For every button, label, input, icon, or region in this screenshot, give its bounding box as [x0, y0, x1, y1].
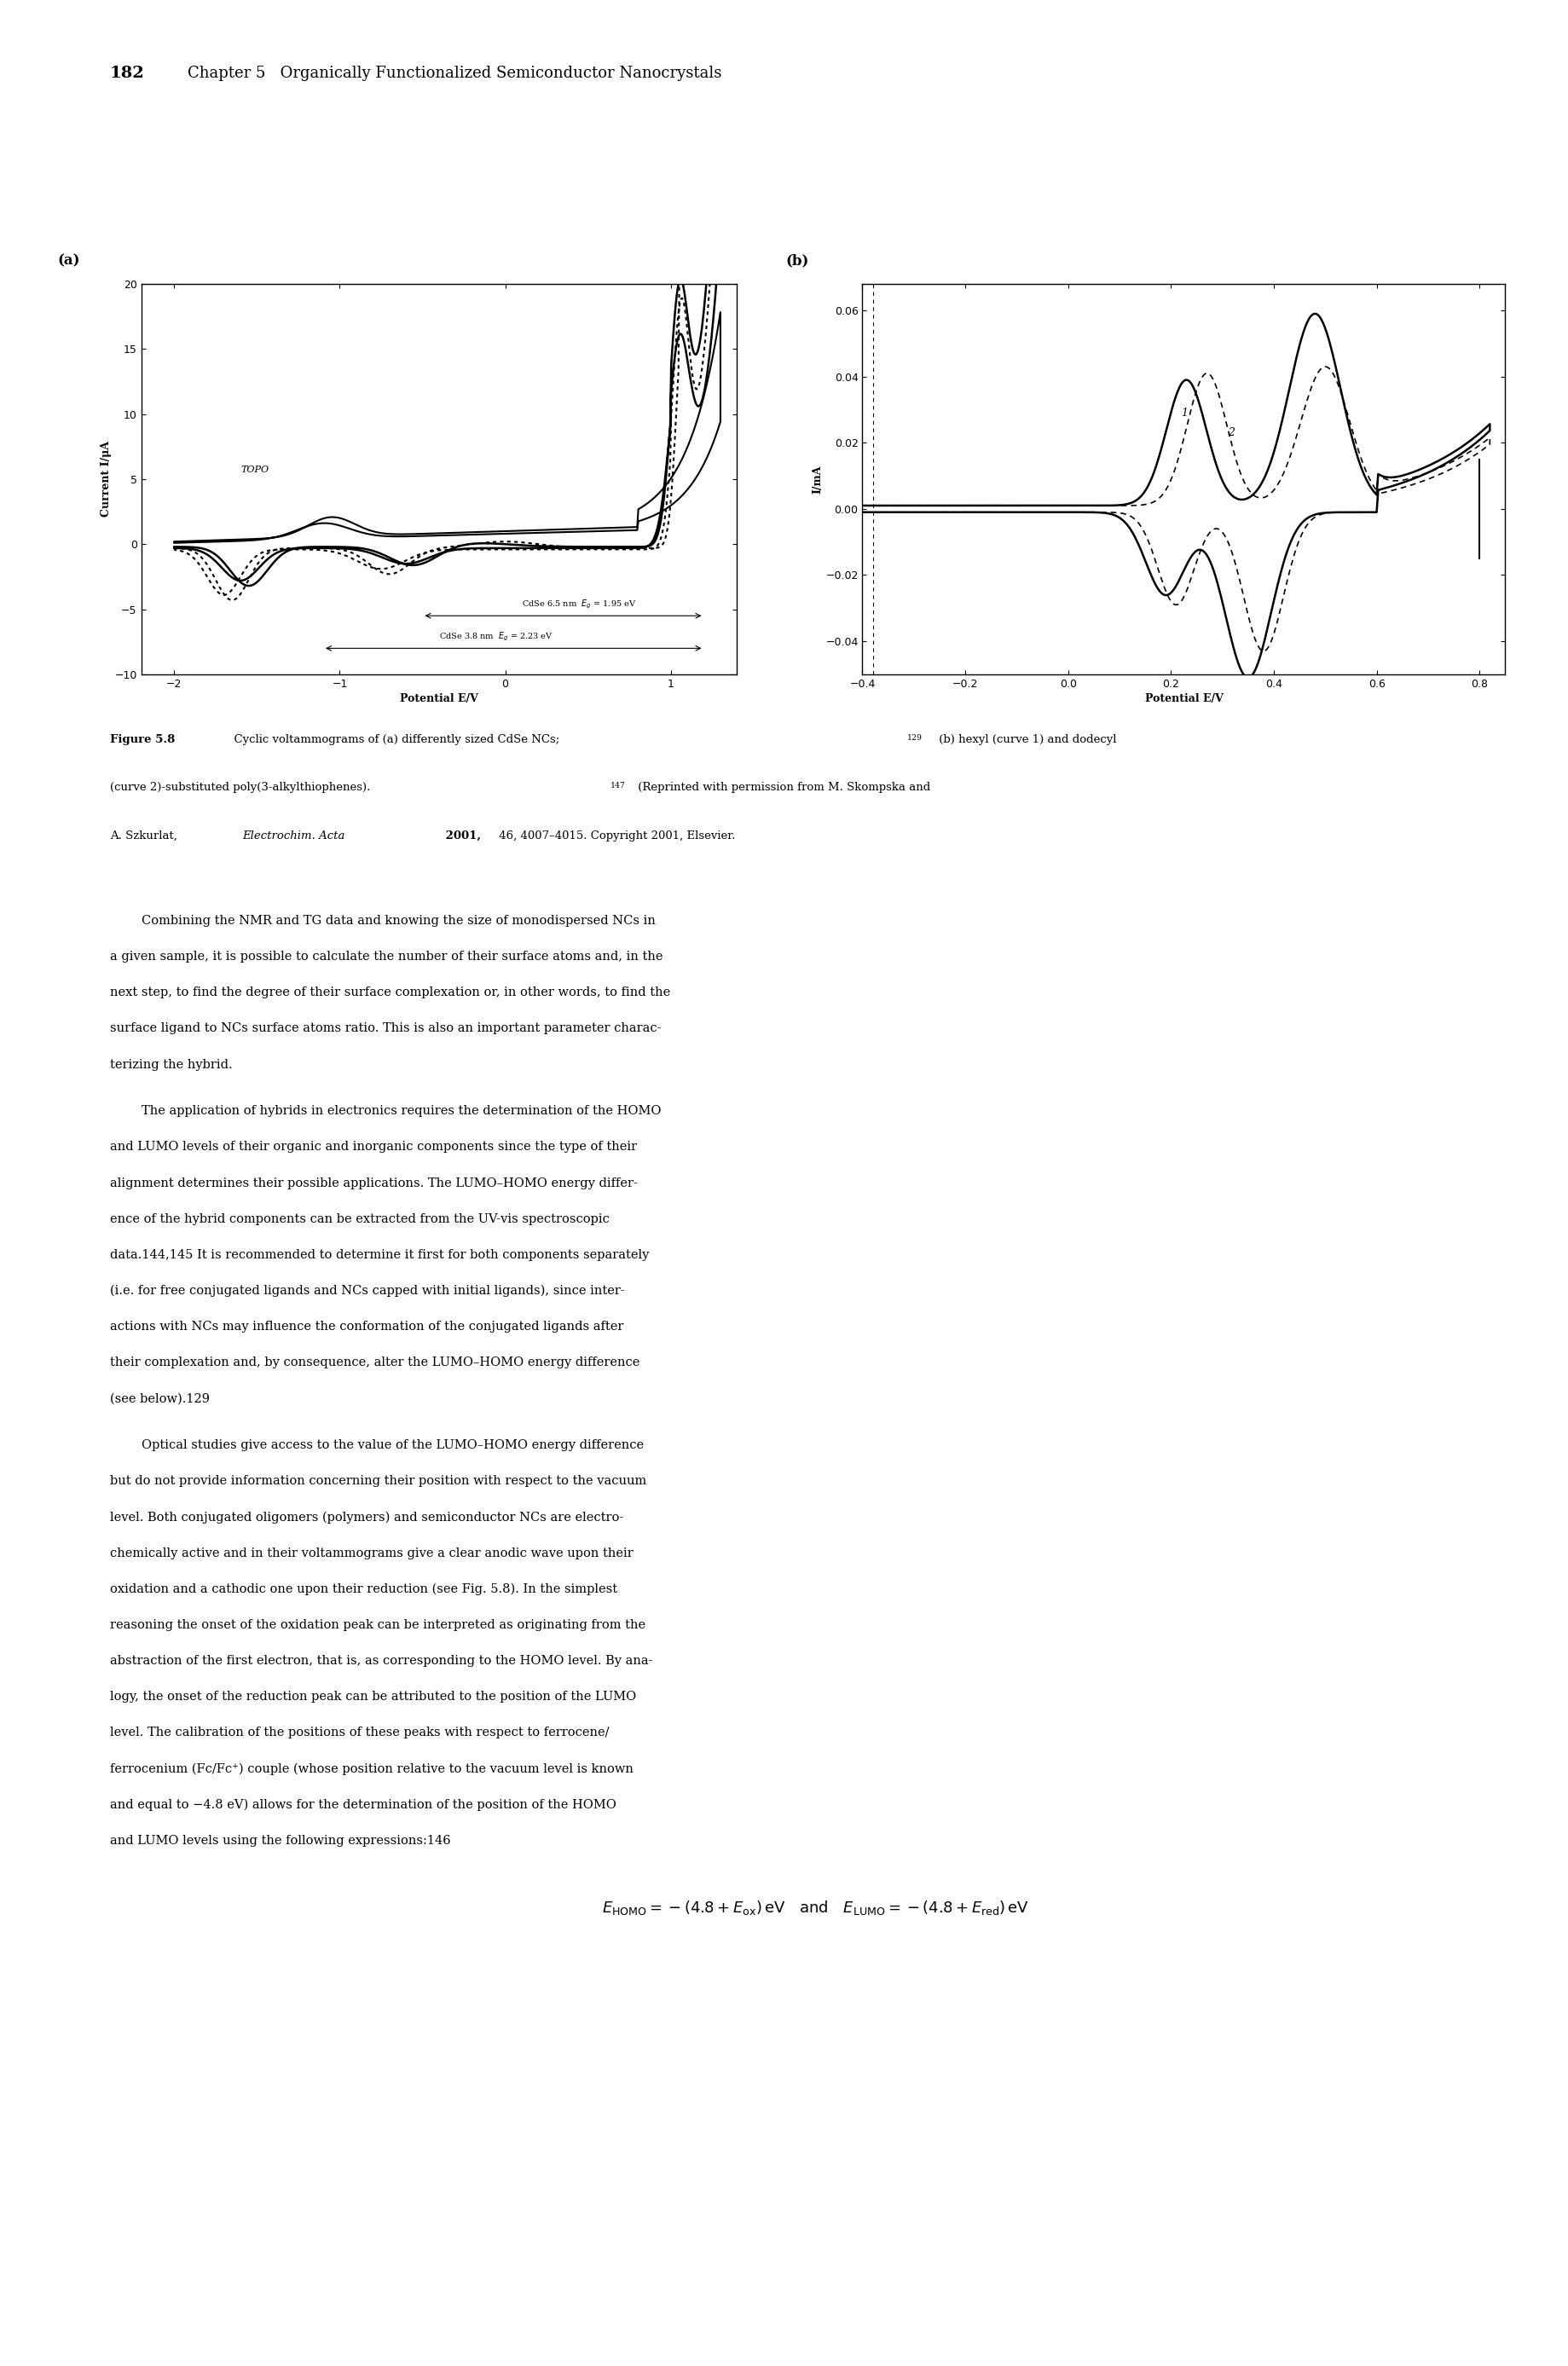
Text: chemically active and in their voltammograms give a clear anodic wave upon their: chemically active and in their voltammog… [110, 1547, 633, 1559]
Text: CdSe 6.5 nm  $E_g$ = 1.95 eV: CdSe 6.5 nm $E_g$ = 1.95 eV [522, 599, 637, 610]
X-axis label: Potential E/V: Potential E/V [1145, 693, 1223, 705]
Text: and LUMO levels of their organic and inorganic components since the type of thei: and LUMO levels of their organic and ino… [110, 1140, 637, 1152]
Text: Figure 5.8: Figure 5.8 [110, 733, 174, 745]
Text: a given sample, it is possible to calculate the number of their surface atoms an: a given sample, it is possible to calcul… [110, 951, 663, 963]
X-axis label: Potential E/V: Potential E/V [400, 693, 478, 705]
Text: Electrochim. Acta: Electrochim. Acta [243, 830, 345, 842]
Text: (i.e. for free conjugated ligands and NCs capped with initial ligands), since in: (i.e. for free conjugated ligands and NC… [110, 1285, 624, 1297]
Text: ence of the hybrid components can be extracted from the UV-vis spectroscopic: ence of the hybrid components can be ext… [110, 1214, 610, 1226]
Text: alignment determines their possible applications. The LUMO–HOMO energy differ-: alignment determines their possible appl… [110, 1176, 638, 1190]
Text: 1: 1 [1181, 407, 1189, 419]
Text: actions with NCs may influence the conformation of the conjugated ligands after: actions with NCs may influence the confo… [110, 1320, 624, 1332]
Text: 2001,: 2001, [442, 830, 481, 842]
Text: surface ligand to NCs surface atoms ratio. This is also an important parameter c: surface ligand to NCs surface atoms rati… [110, 1022, 662, 1034]
Text: level. Both conjugated oligomers (polymers) and semiconductor NCs are electro-: level. Both conjugated oligomers (polyme… [110, 1512, 622, 1524]
Text: Chapter 5   Organically Functionalized Semiconductor Nanocrystals: Chapter 5 Organically Functionalized Sem… [188, 66, 721, 80]
Text: 2: 2 [1228, 428, 1234, 438]
Text: terizing the hybrid.: terizing the hybrid. [110, 1058, 232, 1069]
Text: (a): (a) [58, 253, 80, 267]
Text: reasoning the onset of the oxidation peak can be interpreted as originating from: reasoning the onset of the oxidation pea… [110, 1618, 646, 1630]
Text: CdSe 3.8 nm  $E_g$ = 2.23 eV: CdSe 3.8 nm $E_g$ = 2.23 eV [439, 632, 554, 644]
Text: ferrocenium (Fc/Fc⁺) couple (whose position relative to the vacuum level is know: ferrocenium (Fc/Fc⁺) couple (whose posit… [110, 1763, 633, 1774]
Text: TOPO: TOPO [240, 466, 268, 473]
Text: (curve 2)-substituted poly(3-alkylthiophenes).: (curve 2)-substituted poly(3-alkylthioph… [110, 783, 370, 793]
Text: $E_{\rm HOMO} = -(4.8 + E_{\rm ox})\,{\rm eV}$$\quad {\rm and} \quad$$E_{\rm LUM: $E_{\rm HOMO} = -(4.8 + E_{\rm ox})\,{\r… [602, 1900, 1029, 1916]
Text: (b): (b) [786, 253, 809, 267]
Text: level. The calibration of the positions of these peaks with respect to ferrocene: level. The calibration of the positions … [110, 1727, 608, 1739]
Text: and LUMO levels using the following expressions:146: and LUMO levels using the following expr… [110, 1834, 450, 1845]
Text: their complexation and, by consequence, alter the LUMO–HOMO energy difference: their complexation and, by consequence, … [110, 1356, 640, 1368]
Text: abstraction of the first electron, that is, as corresponding to the HOMO level. : abstraction of the first electron, that … [110, 1654, 652, 1666]
Text: (b) hexyl (curve 1) and dodecyl: (b) hexyl (curve 1) and dodecyl [935, 733, 1116, 745]
Text: 147: 147 [610, 783, 626, 790]
Y-axis label: I/mA: I/mA [812, 464, 823, 494]
Text: logy, the onset of the reduction peak can be attributed to the position of the L: logy, the onset of the reduction peak ca… [110, 1692, 637, 1704]
Y-axis label: Current I/μA: Current I/μA [100, 440, 113, 518]
Text: but do not provide information concerning their position with respect to the vac: but do not provide information concernin… [110, 1476, 646, 1488]
Text: data.144,145 It is recommended to determine it first for both components separat: data.144,145 It is recommended to determ… [110, 1249, 649, 1261]
Text: (see below).129: (see below).129 [110, 1394, 210, 1405]
Text: 182: 182 [110, 66, 144, 80]
Text: next step, to find the degree of their surface complexation or, in other words, : next step, to find the degree of their s… [110, 987, 670, 998]
Text: and equal to −4.8 eV) allows for the determination of the position of the HOMO: and equal to −4.8 eV) allows for the det… [110, 1798, 616, 1810]
Text: Combining the NMR and TG data and knowing the size of monodispersed NCs in: Combining the NMR and TG data and knowin… [110, 916, 655, 927]
Text: 46, 4007–4015. Copyright 2001, Elsevier.: 46, 4007–4015. Copyright 2001, Elsevier. [495, 830, 735, 842]
Text: oxidation and a cathodic one upon their reduction (see Fig. 5.8). In the simples: oxidation and a cathodic one upon their … [110, 1583, 618, 1595]
Text: Optical studies give access to the value of the LUMO–HOMO energy difference: Optical studies give access to the value… [110, 1439, 643, 1450]
Text: A. Szkurlat,: A. Szkurlat, [110, 830, 180, 842]
Text: 129: 129 [906, 733, 922, 741]
Text: Cyclic voltammograms of (a) differently sized CdSe NCs;: Cyclic voltammograms of (a) differently … [227, 733, 560, 745]
Text: The application of hybrids in electronics requires the determination of the HOMO: The application of hybrids in electronic… [110, 1105, 662, 1117]
Text: (Reprinted with permission from M. Skompska and: (Reprinted with permission from M. Skomp… [635, 783, 931, 793]
